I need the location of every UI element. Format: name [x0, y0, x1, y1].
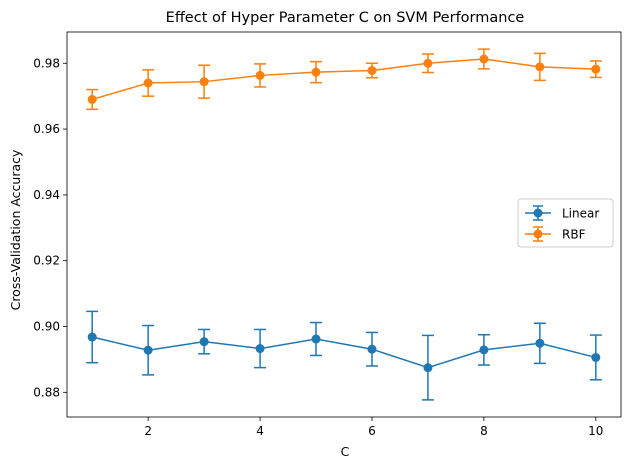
plot-area [66, 31, 622, 418]
legend-label: RBF [562, 228, 586, 242]
axes-frame [66, 31, 622, 418]
data-point [199, 337, 209, 347]
data-point [423, 58, 433, 68]
data-point [591, 64, 601, 74]
x-tick-label: 4 [256, 424, 264, 438]
data-point [311, 334, 321, 344]
series-rbf [86, 48, 602, 111]
data-point [311, 67, 321, 77]
x-axis-label: C [341, 444, 350, 459]
x-tick-label: 6 [368, 424, 376, 438]
x-tick-label: 10 [588, 424, 603, 438]
y-tick-label: 0.98 [33, 56, 60, 70]
legend-entry-rbf: RBF [525, 226, 586, 242]
y-tick-label: 0.94 [33, 188, 60, 202]
data-point [199, 77, 209, 87]
x-axis: 2 4 6 8 10 [144, 417, 603, 438]
legend-marker [533, 229, 543, 239]
y-tick-label: 0.92 [33, 254, 60, 268]
legend-label: Linear [562, 207, 599, 221]
data-point [479, 345, 489, 355]
y-tick-label: 0.96 [33, 122, 60, 136]
chart-title: Effect of Hyper Parameter C on SVM Perfo… [166, 10, 525, 26]
data-point [255, 70, 265, 80]
legend-marker [533, 208, 543, 218]
x-tick-label: 8 [480, 424, 488, 438]
data-point [535, 62, 545, 72]
series-line [91, 58, 596, 101]
data-point [87, 332, 97, 342]
y-tick-label: 0.88 [33, 385, 60, 399]
data-point [423, 363, 433, 373]
series-line [92, 336, 597, 369]
legend: Linear RBF [517, 198, 614, 248]
y-tick-label: 0.90 [33, 320, 60, 334]
data-point [479, 54, 489, 64]
data-point [255, 344, 265, 354]
series-linear [86, 310, 602, 401]
y-axis: 0.88 0.90 0.92 0.94 0.96 0.98 [33, 56, 67, 399]
data-point [143, 78, 153, 88]
x-tick-label: 2 [144, 424, 152, 438]
data-point [367, 344, 377, 354]
data-point [535, 338, 545, 348]
data-point [591, 352, 601, 362]
data-point [87, 94, 97, 104]
data-point [143, 345, 153, 355]
legend-entry-linear: Linear [525, 205, 599, 221]
data-point [367, 66, 377, 75]
y-axis-label: Cross-Validation Accuracy [8, 149, 23, 310]
